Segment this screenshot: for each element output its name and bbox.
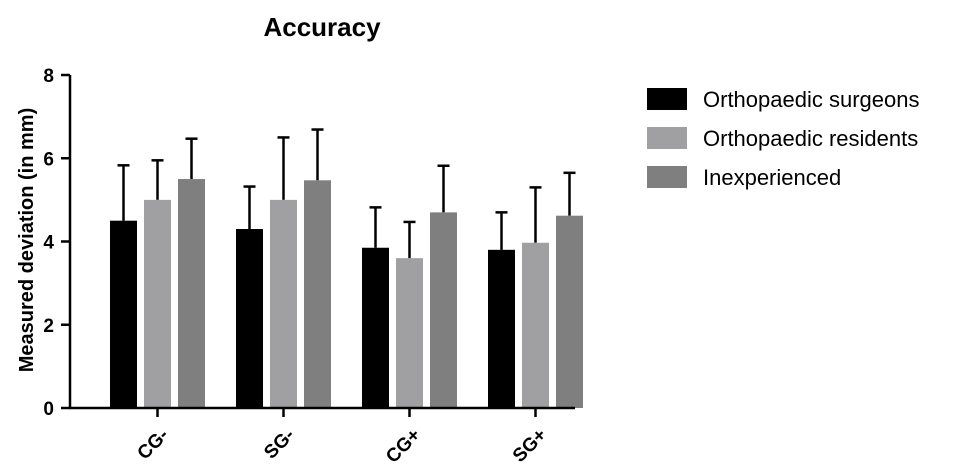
y-axis-label: Measured deviation (in mm)	[16, 108, 38, 373]
y-tick-label: 0	[43, 399, 54, 420]
legend-swatch	[647, 88, 687, 110]
legend-swatch	[647, 166, 687, 188]
bar	[396, 258, 423, 408]
plot-area: CG- SG- CG+ SG+ 0 2 4 6 8	[43, 66, 583, 468]
x-tick-label: CG-	[134, 425, 173, 464]
x-tick-label: SG+	[509, 425, 551, 467]
bar	[522, 242, 549, 408]
x-tick-label: CG+	[382, 425, 425, 468]
chart-title: Accuracy	[263, 12, 381, 42]
y-tick-label: 2	[43, 316, 54, 337]
legend-label: Inexperienced	[703, 165, 841, 190]
bar	[362, 247, 389, 408]
bar	[236, 229, 263, 408]
y-tick-label: 8	[43, 66, 54, 87]
y-tick-label: 6	[43, 149, 54, 170]
legend-label: Orthopaedic surgeons	[703, 87, 919, 112]
legend-label: Orthopaedic residents	[703, 126, 918, 151]
legend: Orthopaedic surgeons Orthopaedic resident…	[647, 87, 919, 190]
bar	[178, 179, 205, 408]
bar	[110, 220, 137, 408]
bar	[304, 180, 331, 408]
bar	[488, 249, 515, 408]
bar	[430, 212, 457, 408]
x-tick-label: SG-	[260, 425, 299, 464]
y-tick-label: 4	[43, 233, 54, 254]
bar	[144, 199, 171, 408]
bar	[270, 199, 297, 408]
bar	[556, 215, 583, 408]
legend-swatch	[647, 127, 687, 149]
